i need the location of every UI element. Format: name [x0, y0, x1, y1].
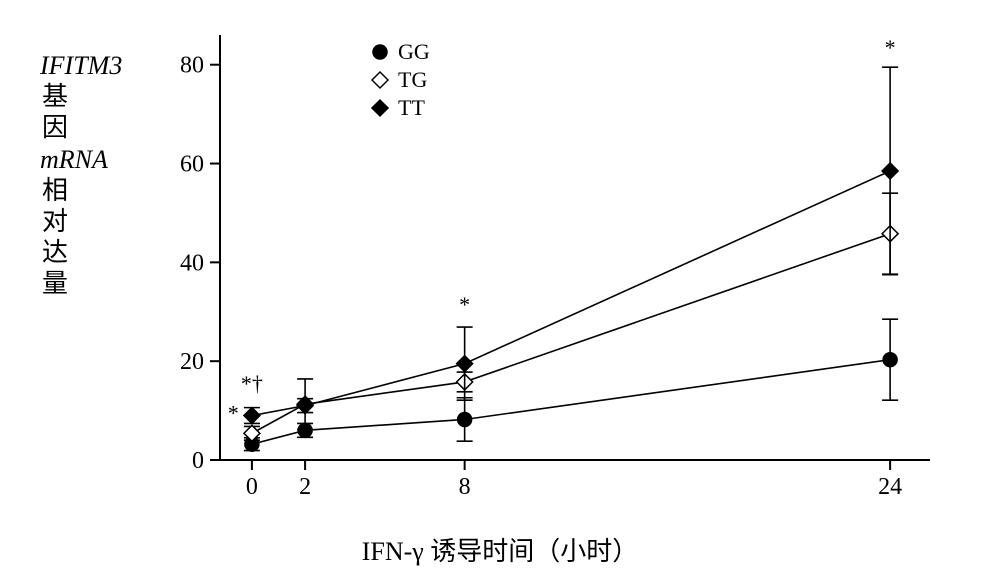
marker-GG	[458, 412, 472, 426]
x-tick-label: 8	[459, 474, 471, 500]
legend-marker-TG	[372, 72, 388, 88]
x-tick-label: 0	[246, 474, 258, 500]
y-tick-label: 60	[180, 152, 204, 178]
legend-marker-TT	[372, 100, 388, 116]
series-line-GG	[252, 360, 890, 444]
y-tick-label: 40	[180, 250, 204, 276]
marker-TT	[457, 356, 473, 372]
marker-TT	[244, 408, 260, 424]
y-tick-label: 80	[180, 53, 204, 79]
x-tick-label: 24	[878, 474, 902, 500]
marker-TT	[882, 163, 898, 179]
x-tick-label: 2	[299, 474, 311, 500]
figure: IFITM3 基因 mRNA 相对达量 02824020406080*†***G…	[0, 0, 1000, 588]
marker-TT	[297, 398, 313, 414]
legend-marker-GG	[373, 45, 387, 59]
series-line-TT	[252, 171, 890, 416]
annotation: *	[228, 400, 239, 425]
annotation: *	[459, 292, 470, 317]
y-tick-label: 20	[180, 349, 204, 375]
annotation: *	[885, 35, 896, 60]
x-axis-label: IFN-γ 诱导时间（小时）	[0, 531, 1000, 568]
y-tick-label: 0	[192, 448, 204, 474]
legend-label-GG: GG	[398, 39, 430, 64]
marker-GG	[883, 353, 897, 367]
legend-label-TG: TG	[398, 67, 427, 92]
chart-plot: 02824020406080*†***GGTGTT	[140, 20, 960, 520]
series-line-TG	[252, 234, 890, 434]
legend-label-TT: TT	[398, 95, 425, 120]
y-axis-label: IFITM3 基因 mRNA 相对达量	[40, 50, 70, 300]
annotation: *†	[241, 371, 263, 396]
